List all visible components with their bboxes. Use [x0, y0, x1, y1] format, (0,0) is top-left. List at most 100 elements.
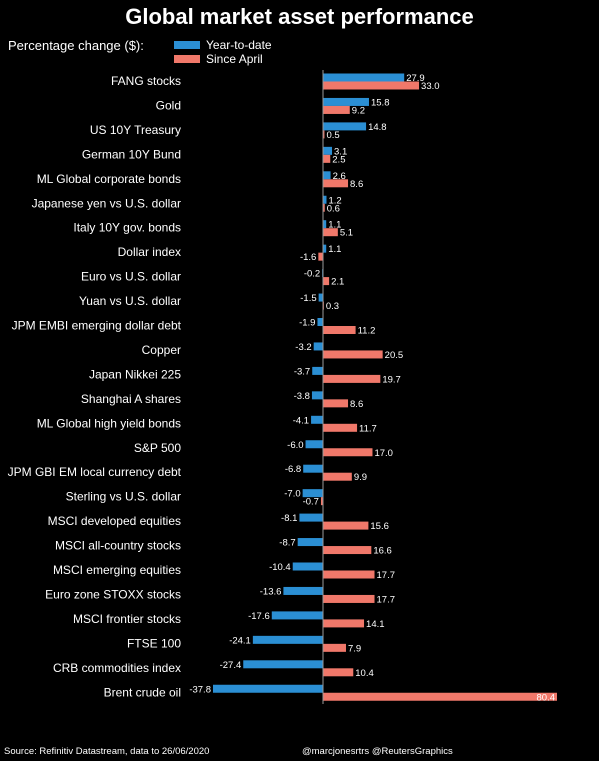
credit-note: @marcjonesrtrs @ReutersGraphics: [302, 746, 453, 757]
bar-since-april: [323, 228, 338, 237]
legend-caption: Percentage change ($):: [8, 38, 144, 53]
chart-title: Global market asset performance: [125, 4, 474, 29]
bar-since-april: [323, 594, 375, 603]
value-label-since-april: -1.6: [300, 252, 316, 263]
value-label-ytd: -3.2: [295, 342, 311, 353]
value-label-since-april: 80.4: [537, 692, 556, 703]
value-label-ytd: -6.0: [287, 440, 303, 451]
category-label: Dollar index: [118, 245, 181, 259]
value-label-ytd: 1.1: [328, 244, 341, 255]
bar-ytd: [243, 660, 323, 669]
bar-since-april: [323, 423, 358, 432]
category-label: Japan Nikkei 225: [89, 367, 181, 381]
category-label: MSCI emerging equities: [53, 563, 181, 577]
source-note: Source: Refinitiv Datastream, data to 26…: [4, 746, 210, 757]
value-label-ytd: -13.6: [260, 586, 282, 597]
category-label: Brent crude oil: [104, 685, 181, 699]
category-label: MSCI developed equities: [48, 514, 181, 528]
value-label-since-april: 11.2: [358, 326, 376, 337]
category-label: MSCI all-country stocks: [55, 539, 181, 553]
bar-ytd: [305, 440, 323, 449]
value-label-since-april: 8.6: [350, 399, 363, 410]
category-label: CRB commodities index: [53, 661, 181, 675]
bar-ytd: [323, 195, 327, 204]
category-label: Shanghai A shares: [81, 392, 181, 406]
value-label-since-april: 15.6: [370, 521, 389, 532]
bar-since-april: [323, 472, 352, 481]
bar-ytd: [292, 562, 323, 571]
legend-swatch-ytd: [174, 41, 200, 49]
value-label-ytd: -3.8: [294, 391, 310, 402]
value-label-since-april: 11.7: [359, 423, 377, 434]
value-label-since-april: 10.4: [355, 668, 374, 679]
category-label: JPM GBI EM local currency debt: [8, 465, 182, 479]
value-label-since-april: 20.5: [385, 350, 404, 361]
bar-since-april: [323, 399, 349, 408]
value-label-since-april: 0.5: [326, 130, 339, 141]
value-label-ytd: -1.5: [300, 293, 316, 304]
category-label: Yuan vs U.S. dollar: [79, 294, 181, 308]
bar-since-april: [320, 497, 323, 506]
bar-ytd: [311, 415, 323, 424]
bar-ytd: [303, 464, 323, 473]
value-label-since-april: 2.5: [332, 154, 345, 165]
category-label: Japanese yen vs U.S. dollar: [32, 196, 181, 210]
bar-ytd: [323, 73, 405, 82]
value-label-ytd: -8.7: [279, 538, 295, 549]
value-label-ytd: 2.6: [333, 171, 346, 182]
bar-ytd: [323, 97, 369, 106]
bar-since-april: [323, 448, 373, 457]
category-label: FANG stocks: [111, 74, 181, 88]
bar-ytd: [252, 635, 323, 644]
bar-since-april: [323, 130, 325, 139]
value-label-ytd: -3.7: [294, 366, 310, 377]
value-label-ytd: -27.4: [220, 660, 242, 671]
category-label: Euro zone STOXX stocks: [45, 587, 181, 601]
category-label: FTSE 100: [127, 636, 181, 650]
category-label: Euro vs U.S. dollar: [81, 270, 181, 284]
value-label-since-april: 8.6: [350, 179, 363, 190]
bar-since-april: [323, 546, 372, 555]
category-label: ML Global corporate bonds: [37, 172, 181, 186]
legend-label-ytd: Year-to-date: [206, 38, 272, 52]
value-label-since-april: 5.1: [340, 228, 353, 239]
bar-since-april: [323, 203, 325, 212]
bar-ytd: [323, 244, 327, 253]
category-label: German 10Y Bund: [82, 147, 181, 161]
bar-since-april: [323, 326, 356, 334]
legend-swatch-april: [174, 55, 200, 63]
bar-since-april: [323, 374, 381, 383]
value-label-since-april: 7.9: [348, 643, 361, 654]
category-label: US 10Y Treasury: [90, 123, 181, 137]
bar-since-april: [323, 154, 331, 163]
bar-since-april: [318, 252, 323, 261]
legend-item-ytd: Year-to-date: [174, 38, 272, 52]
value-label-ytd: -1.9: [299, 318, 315, 329]
bar-ytd: [271, 611, 323, 620]
bar-ytd: [323, 122, 367, 131]
bar-ytd: [317, 318, 323, 326]
value-label-since-april: 2.1: [331, 277, 344, 288]
value-label-since-april: 14.1: [366, 619, 385, 630]
bar-since-april: [323, 179, 349, 188]
bar-ytd: [323, 146, 333, 155]
value-label-ytd: -37.8: [189, 684, 211, 695]
category-label: ML Global high yield bonds: [37, 416, 181, 430]
bar-ytd: [297, 538, 323, 547]
value-label-since-april: 17.7: [377, 594, 396, 605]
bar-ytd: [318, 293, 323, 302]
bar-ytd: [313, 342, 323, 351]
value-label-ytd: 3.1: [334, 146, 347, 157]
bar-since-april: [323, 619, 365, 628]
bar-ytd: [299, 513, 323, 522]
bar-ytd: [212, 684, 323, 693]
value-label-ytd: 15.8: [371, 97, 390, 108]
value-label-since-april: 17.7: [377, 570, 396, 581]
value-label-since-april: 17.0: [374, 448, 393, 459]
value-label-ytd: 1.2: [328, 195, 341, 206]
bar-since-april: [323, 692, 557, 701]
bar-since-april: [323, 643, 346, 652]
bar-since-april: [323, 521, 369, 530]
value-label-ytd: 27.9: [406, 73, 425, 84]
